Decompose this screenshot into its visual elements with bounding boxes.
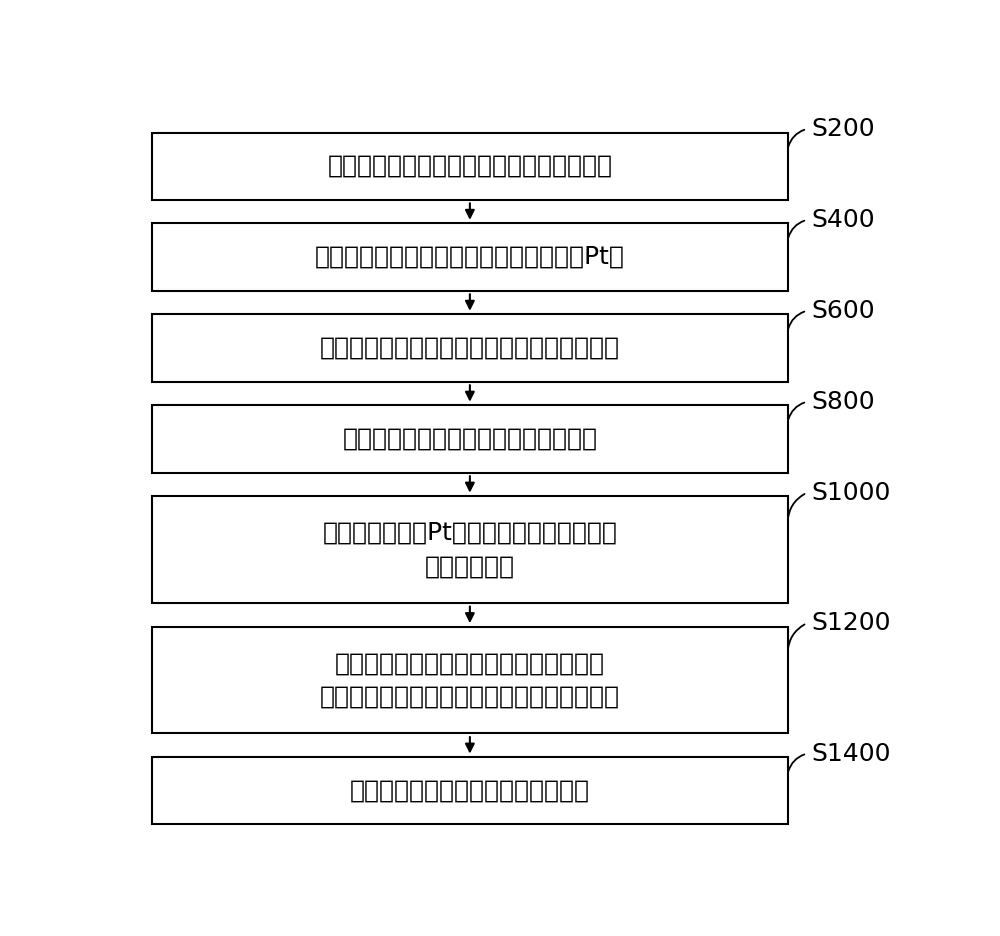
Bar [152, 496, 788, 603]
Bar [152, 314, 788, 382]
Text: S200: S200 [811, 117, 875, 141]
Bar [152, 757, 788, 825]
Text: S1400: S1400 [811, 741, 890, 766]
Text: 将样品条转移至三维原子探针的硅基座: 将样品条转移至三维原子探针的硅基座 [342, 427, 597, 451]
Text: 在半导体衬底的对应掺杂区域的表面沉积Pt层: 在半导体衬底的对应掺杂区域的表面沉积Pt层 [315, 245, 625, 269]
Text: S1000: S1000 [811, 480, 890, 505]
Text: S800: S800 [811, 389, 875, 414]
Bar [152, 133, 788, 199]
Text: 环切待环切样品，形成圆锥状的样品: 环切待环切样品，形成圆锥状的样品 [350, 779, 590, 803]
Text: 提供半导体衬底，半导体衬底包括掺杂区域: 提供半导体衬底，半导体衬底包括掺杂区域 [327, 154, 612, 178]
Text: S600: S600 [811, 299, 875, 323]
Text: 将样品条在靠近硅基座的位置处切断，在
硅基座上留下样品条的部分，作为待环切样品: 将样品条在靠近硅基座的位置处切断，在 硅基座上留下样品条的部分，作为待环切样品 [320, 651, 620, 709]
Bar [152, 405, 788, 473]
Bar [152, 627, 788, 734]
Text: 利用聚焦离子束切割半导体衬底，形成样品条: 利用聚焦离子束切割半导体衬底，形成样品条 [320, 336, 620, 360]
Text: S400: S400 [811, 208, 875, 232]
Text: S1200: S1200 [811, 611, 890, 636]
Text: 将样品条的具有Pt层的一面朝向硅基座，并
与硅基座连接: 将样品条的具有Pt层的一面朝向硅基座，并 与硅基座连接 [322, 520, 617, 578]
Bar [152, 224, 788, 291]
